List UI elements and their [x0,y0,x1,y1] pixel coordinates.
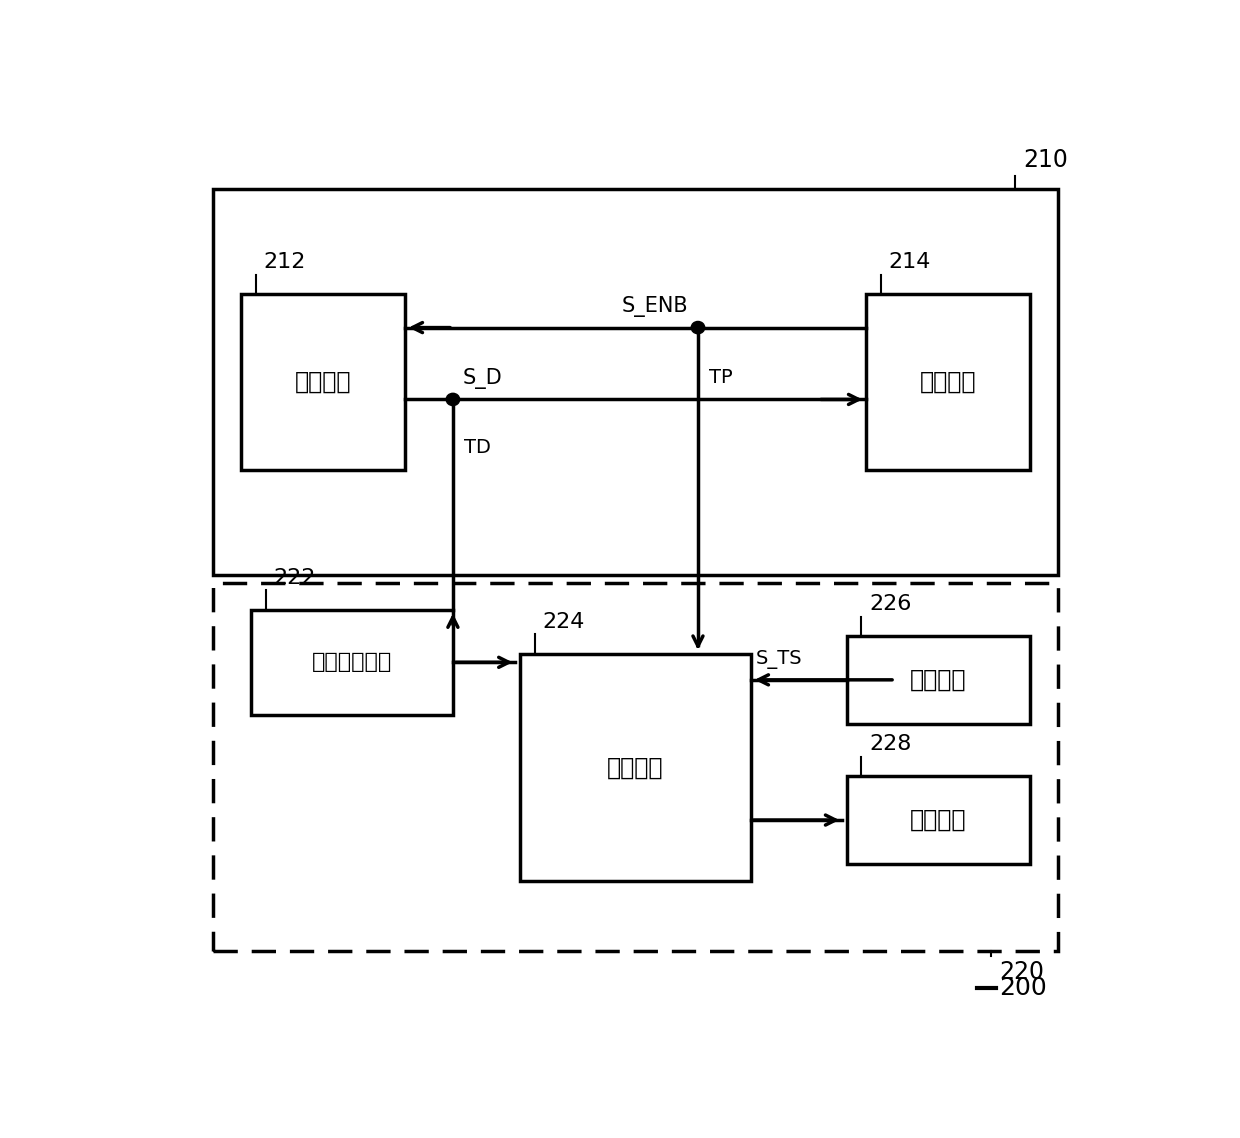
Text: 微控制器: 微控制器 [608,756,663,780]
Circle shape [691,321,704,333]
Text: 212: 212 [264,253,306,272]
Text: 功能电路: 功能电路 [295,370,351,394]
Bar [250,610,453,715]
Bar [213,584,1058,951]
Text: 222: 222 [273,568,315,588]
Bar [213,189,1058,575]
Text: 保护电路: 保护电路 [920,370,976,394]
Text: S_D: S_D [463,368,502,389]
Bar [521,653,751,881]
Text: 操控界面: 操控界面 [910,668,966,692]
Bar [866,295,1029,470]
Text: 200: 200 [998,976,1047,1000]
Text: 224: 224 [542,611,584,632]
Text: S_ENB: S_ENB [621,296,688,318]
Text: 210: 210 [1023,148,1068,172]
Text: 提示单元: 提示单元 [910,808,966,832]
Bar [242,295,404,470]
Text: 228: 228 [869,734,911,754]
Text: 226: 226 [869,594,911,615]
Bar [847,636,1029,724]
Text: 220: 220 [998,960,1044,984]
Text: 214: 214 [888,253,930,272]
Circle shape [446,394,460,405]
Text: TP: TP [709,368,733,387]
Text: 信号调整单元: 信号调整单元 [312,652,392,673]
Text: S_TS: S_TS [755,650,802,669]
Bar [847,776,1029,864]
Text: TD: TD [465,438,491,457]
